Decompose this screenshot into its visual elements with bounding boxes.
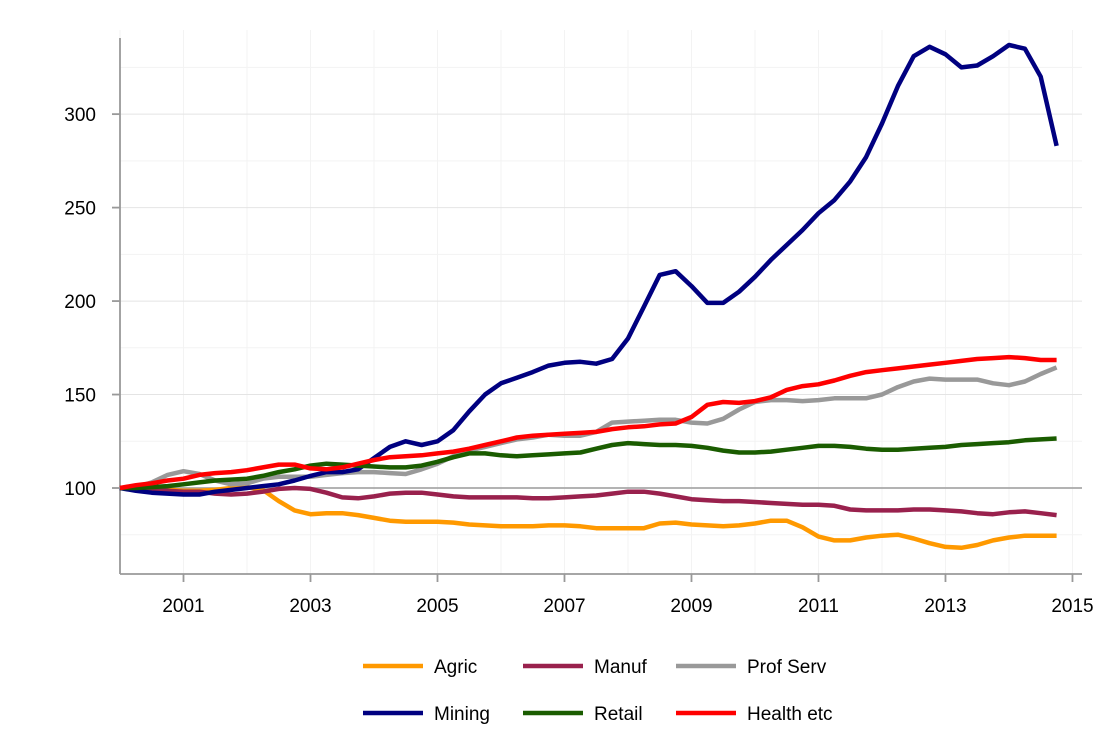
y-tick-label: 100	[64, 479, 96, 500]
y-tick-label: 300	[64, 105, 96, 126]
x-tick-label: 2005	[416, 596, 458, 617]
x-tick-label: 2015	[1051, 596, 1093, 617]
series-line-health-etc	[119, 354, 1057, 491]
legend-label-retail: Retail	[594, 704, 643, 725]
series-line-agric	[120, 484, 1057, 551]
legend-label-agric: Agric	[434, 657, 477, 678]
legend: Agric Manuf Prof Serv Mining Retail Health et…	[363, 657, 833, 725]
y-tick-label: 150	[64, 386, 96, 407]
x-tick-label: 2003	[289, 596, 331, 617]
legend-label-health-etc: Health etc	[747, 704, 833, 725]
axes: 100 150 200 250 300 2001 2003 2005 2007 2009 2011 2…	[64, 38, 1094, 617]
series-line-retail	[120, 436, 1057, 491]
series-line-manuf	[119, 485, 1057, 518]
y-tick-label: 200	[64, 292, 96, 313]
x-tick-label: 2011	[798, 596, 839, 617]
series-lines	[119, 42, 1059, 551]
x-tick-label: 2013	[924, 596, 966, 617]
series-line-mining	[119, 42, 1059, 497]
y-tick-label: 250	[64, 199, 96, 220]
x-tick-label: 2007	[543, 596, 585, 617]
legend-label-mining: Mining	[434, 704, 490, 725]
legend-label-manuf: Manuf	[594, 657, 648, 678]
x-tick-label: 2001	[162, 596, 204, 617]
x-tick-label: 2009	[670, 596, 712, 617]
legend-label-prof-serv: Prof Serv	[747, 657, 827, 678]
